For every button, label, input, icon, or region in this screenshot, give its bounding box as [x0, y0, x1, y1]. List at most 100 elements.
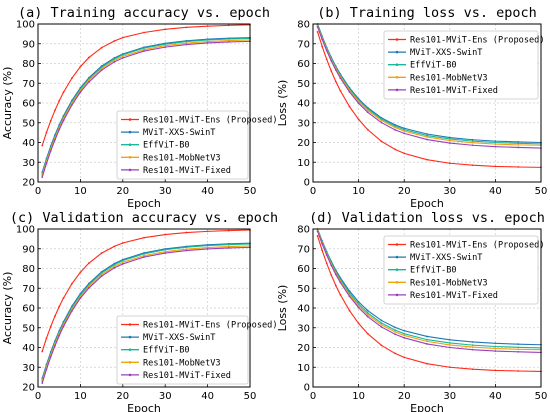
- series-point: [426, 343, 428, 345]
- series-point: [403, 152, 406, 155]
- series-point: [494, 140, 497, 143]
- x-tick-label: 20: [116, 391, 129, 402]
- series-point: [143, 31, 145, 34]
- series-point: [121, 53, 124, 56]
- y-tick-label: 30: [297, 323, 310, 334]
- series-point: [448, 338, 451, 341]
- series-point: [79, 91, 82, 94]
- chart-panel-2: 0 10 20 30 40 50 20 30 40 50 60 70 80 90 100(c) Valida…: [1, 210, 278, 412]
- series-point: [113, 265, 116, 268]
- series-point: [471, 144, 474, 147]
- y-tick-label: 40: [297, 99, 310, 110]
- series-point: [403, 329, 406, 332]
- series-point: [54, 139, 56, 141]
- y-tick-label: 80: [22, 264, 35, 275]
- series-point: [143, 236, 145, 239]
- series-point: [62, 119, 65, 122]
- legend-marker: [395, 63, 399, 66]
- series-point: [471, 368, 474, 371]
- series-point: [403, 130, 406, 132]
- legend-marker: [395, 243, 399, 246]
- legend-marker: [128, 118, 132, 121]
- series-point: [113, 61, 116, 63]
- series-point: [143, 252, 145, 255]
- y-tick-label: 60: [22, 304, 35, 315]
- legend-marker: [395, 281, 399, 284]
- series-point: [517, 346, 520, 349]
- series-point: [325, 58, 328, 61]
- legend-marker: [128, 143, 132, 146]
- y-tick-label: 30: [22, 158, 35, 169]
- legend-label: Res101-MobNetV3: [410, 278, 488, 288]
- series-point: [164, 44, 167, 47]
- legend-box: [116, 110, 249, 180]
- series-point: [58, 99, 61, 102]
- y-tick-label: 0: [304, 383, 310, 394]
- series-point: [394, 128, 396, 131]
- series-point: [448, 136, 451, 139]
- series-point: [87, 262, 90, 265]
- series-point: [164, 248, 167, 251]
- series-point: [357, 118, 360, 121]
- series-point: [316, 31, 319, 33]
- legend-marker: [395, 76, 399, 79]
- series-point: [403, 334, 406, 337]
- series-point: [448, 142, 451, 144]
- x-tick-label: 0: [35, 186, 41, 197]
- series-point: [348, 91, 351, 93]
- series-point: [334, 80, 337, 83]
- series-point: [49, 150, 52, 152]
- y-tick-label: 10: [297, 363, 310, 374]
- series-point: [185, 42, 188, 45]
- y-tick-label: 80: [22, 59, 35, 70]
- series-line-4: [41, 246, 251, 384]
- series-point: [164, 46, 167, 49]
- y-tick-label: 20: [22, 383, 35, 394]
- y-tick-label: 40: [22, 138, 35, 149]
- series-point: [54, 315, 56, 317]
- series-point: [471, 341, 474, 343]
- series-point: [517, 142, 520, 145]
- x-tick-label: 40: [489, 186, 502, 197]
- x-tick-label: 50: [535, 186, 548, 197]
- series-point: [380, 140, 383, 143]
- series-point: [448, 139, 451, 142]
- series-point: [494, 350, 497, 352]
- x-tick-label: 50: [244, 391, 257, 402]
- series-point: [164, 252, 167, 254]
- x-tick-label: 10: [352, 391, 365, 402]
- series-point: [87, 285, 90, 288]
- series-point: [348, 295, 351, 298]
- x-tick-label: 0: [310, 186, 316, 197]
- series-point: [227, 24, 230, 27]
- x-axis-label: Epoch: [127, 197, 161, 210]
- series-point: [45, 337, 48, 340]
- series-point: [334, 273, 337, 276]
- x-tick-label: 30: [443, 186, 456, 197]
- series-point: [357, 306, 360, 309]
- y-tick-label: 60: [22, 99, 35, 110]
- x-tick-label: 30: [159, 391, 172, 402]
- series-point: [325, 262, 328, 265]
- series-point: [339, 293, 342, 296]
- legend: Res101-MViT-Ens (Proposed) MViT-XXS-SwinT…: [116, 110, 278, 180]
- series-point: [517, 143, 520, 146]
- series-point: [185, 231, 188, 234]
- series-point: [87, 287, 90, 289]
- x-tick-label: 10: [74, 391, 87, 402]
- legend: Res101-MViT-Ens (Proposed) MViT-XXS-SwinT…: [383, 235, 545, 305]
- series-line-2: [317, 24, 542, 145]
- series-point: [321, 45, 324, 48]
- y-tick-label: 40: [22, 343, 35, 354]
- series-point: [164, 233, 167, 236]
- y-tick-label: 80: [297, 225, 310, 236]
- series-point: [227, 243, 230, 246]
- series-point: [366, 313, 369, 316]
- legend-box: [383, 235, 539, 305]
- series-point: [113, 267, 116, 269]
- series-point: [426, 362, 428, 365]
- y-tick-label: 70: [297, 39, 310, 50]
- legend-label: Res101-MViT-Fixed: [410, 291, 498, 301]
- series-point: [71, 104, 73, 106]
- legend-label: Res101-MViT-Ens (Proposed): [143, 321, 278, 331]
